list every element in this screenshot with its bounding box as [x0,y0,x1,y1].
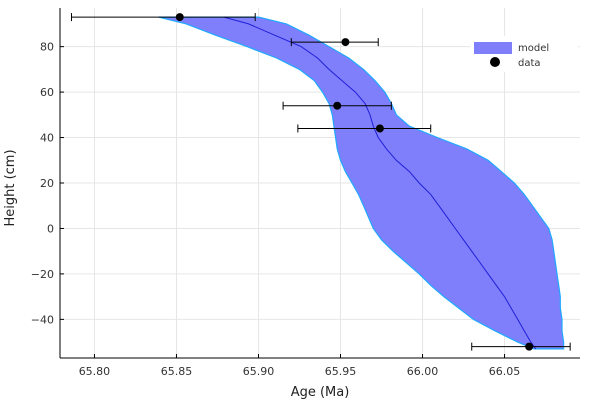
data-point [525,342,534,351]
x-tick-label: 65.95 [325,365,357,378]
x-tick-label: 66.00 [407,365,439,378]
y-tick-label: 0 [47,222,54,235]
y-tick-label: −20 [31,268,54,281]
legend: model data [470,36,578,72]
data-point-group [282,101,392,110]
legend-model-label: model [518,43,549,54]
x-tick-label: 66.05 [489,365,521,378]
y-tick-label: 80 [40,41,54,54]
data-point [175,13,184,22]
x-axis-label: Age (Ma) [291,385,350,400]
data-point [333,101,342,110]
y-tick-label: 60 [40,86,54,99]
legend-model-swatch [474,42,512,54]
x-tick-label: 65.85 [161,365,193,378]
data-point [341,38,350,47]
data-point-group [290,38,379,47]
y-tick-label: 40 [40,132,54,145]
y-tick-label: −40 [31,313,54,326]
x-tick-label: 65.90 [243,365,275,378]
data-point-group [471,342,571,351]
y-tick-label: 20 [40,177,54,190]
model-band-layer [158,16,565,350]
model-band [158,16,565,350]
data-point-group [70,13,256,22]
data-point-group [297,124,432,133]
model-median-line [223,16,537,350]
legend-data-label: data [518,58,541,69]
tick-layer: 65.80 65.85 65.90 65.95 66.00 66.05 80 60 40 20 0 −… [31,41,521,378]
data-point [375,124,384,133]
data-points-layer [70,13,571,351]
x-tick-label: 65.80 [79,365,111,378]
legend-data-marker [490,57,500,67]
y-axis-label: Height (cm) [3,149,18,226]
